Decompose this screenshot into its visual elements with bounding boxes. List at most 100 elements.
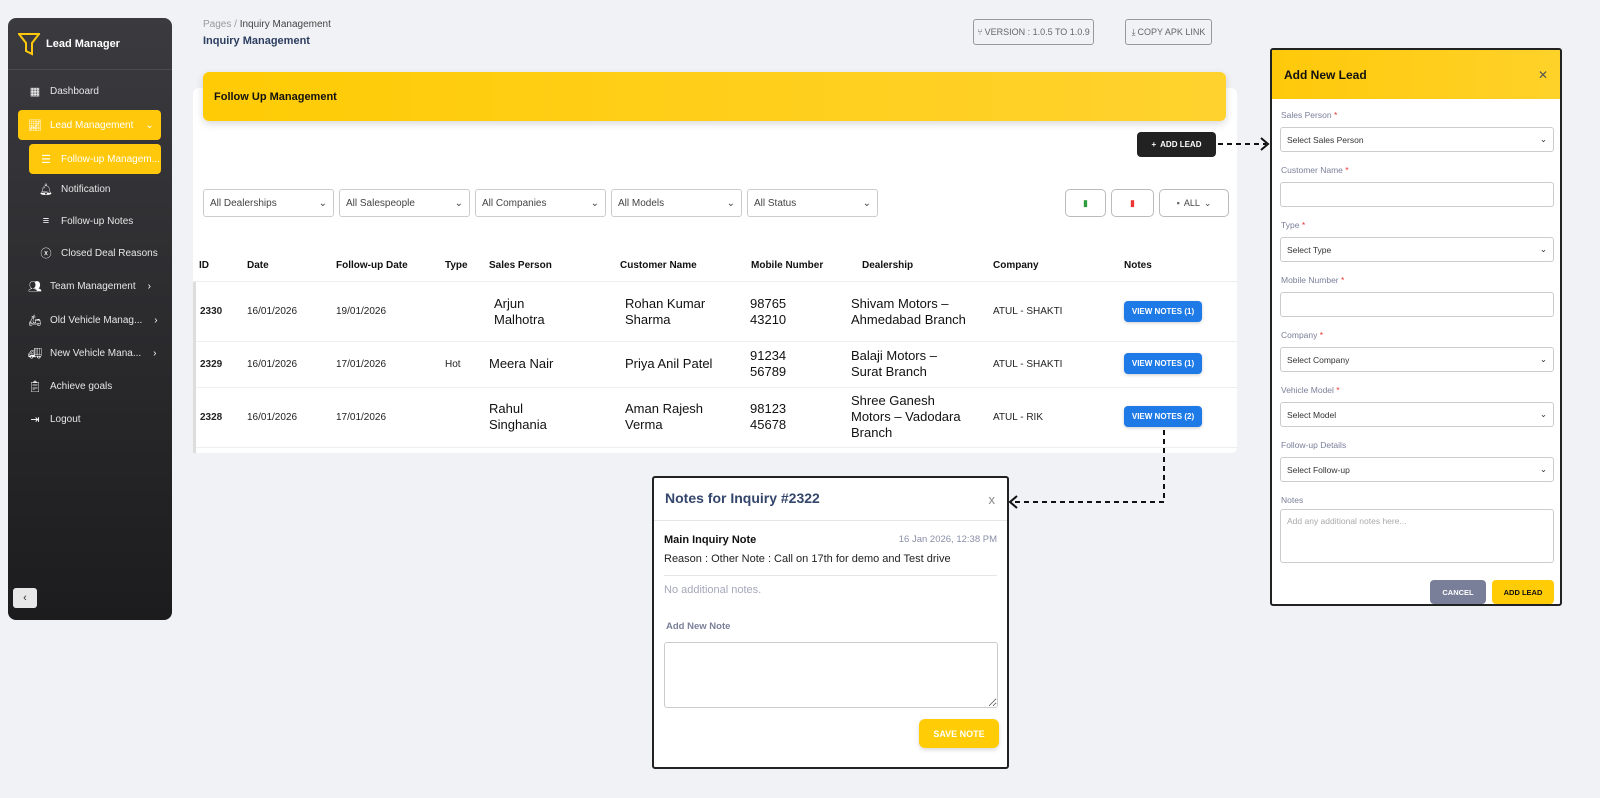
view-notes-button[interactable]: VIEW NOTES (2)	[1124, 406, 1202, 427]
sidebar: Lead Manager ▦ Dashboard 📈︎ Lead Managemen…	[8, 18, 172, 620]
chevron-down-icon: ⌄	[590, 197, 599, 209]
breadcrumb-root[interactable]: Pages	[203, 19, 232, 30]
empty-notes-text: No additional notes.	[664, 584, 762, 596]
export-pdf-button[interactable]: ▮	[1111, 189, 1154, 217]
new-note-textarea[interactable]	[664, 642, 998, 708]
filter-salespeople[interactable]: All Salespeople ⌄	[339, 189, 470, 217]
column-header-notes[interactable]: Notes	[1124, 260, 1152, 271]
sidebar-item-new-vehicle[interactable]: 🚚︎ New Vehicle Mana... ›	[18, 338, 161, 368]
list-icon: ☰	[41, 153, 51, 166]
cell-dealership: Shree Ganesh Motors – Vadodara Branch	[851, 393, 961, 440]
notes-placeholder: Add any additional notes here...	[1287, 516, 1407, 526]
field-value: Select Model	[1287, 409, 1337, 420]
field-label-text: Type	[1281, 220, 1300, 230]
field-label: Notes	[1281, 495, 1303, 505]
required-marker: *	[1336, 385, 1340, 395]
cell-dealership: Balaji Motors – Surat Branch	[851, 348, 937, 379]
logout-icon: ⇥	[30, 413, 40, 426]
column-header-type[interactable]: Type	[445, 260, 468, 271]
arrow-head	[1008, 495, 1018, 509]
sidebar-item-follow-up-management[interactable]: ☰ Follow-up Managem...	[29, 144, 161, 174]
column-header-follow-up-date[interactable]: Follow-up Date	[336, 260, 408, 271]
filter-value: All Dealerships	[210, 197, 277, 209]
sidebar-item-label: Lead Management	[50, 119, 134, 131]
filter-models[interactable]: All Models ⌄	[611, 189, 742, 217]
view-notes-button[interactable]: VIEW NOTES (1)	[1124, 300, 1202, 322]
filter-companies[interactable]: All Companies ⌄	[475, 189, 606, 217]
sidebar-item-label: Follow-up Notes	[61, 215, 134, 227]
cell-date: 16/01/2026	[247, 411, 298, 423]
column-header-dealership[interactable]: Dealership	[862, 260, 914, 271]
copy-apk-label: COPY APK LINK	[1137, 27, 1206, 37]
cancel-button[interactable]: CANCEL	[1430, 580, 1486, 604]
sidebar-item-follow-up-notes[interactable]: ≡ Follow-up Notes	[29, 206, 161, 236]
add-lead-button[interactable]: + ADD LEAD	[1137, 132, 1216, 157]
column-header-sales-person[interactable]: Sales Person	[489, 260, 552, 271]
column-header-customer-name[interactable]: Customer Name	[620, 260, 697, 271]
sidebar-item-old-vehicle[interactable]: 🛵︎ Old Vehicle Manag... ›	[18, 305, 161, 335]
breadcrumb-current: Inquiry Management	[239, 19, 331, 30]
lines-icon: ≡	[42, 215, 50, 227]
close-icon[interactable]: x	[988, 492, 996, 507]
cell-followup: 19/01/2026	[336, 306, 387, 317]
field-input[interactable]: Select Sales Person ⌄	[1280, 127, 1554, 152]
field-label-text: Customer Name	[1281, 165, 1343, 175]
filter-dealership[interactable]: All Dealerships ⌄	[203, 189, 334, 217]
notes-textarea[interactable]: Add any additional notes here...	[1280, 509, 1554, 563]
chevron-down-icon: ⌄	[862, 197, 871, 209]
cell-mobile: 98765 43210	[750, 295, 787, 327]
required-marker: *	[1341, 275, 1345, 285]
chevron-down-icon: ⌄	[318, 197, 327, 209]
cell-dealership: Shivam Motors – Ahmedabad Branch	[851, 295, 966, 327]
filter-value: All Companies	[482, 197, 547, 209]
save-note-button[interactable]: SAVE NOTE	[919, 719, 999, 748]
column-header-company[interactable]: Company	[993, 260, 1039, 271]
chevron-right-icon: ›	[147, 280, 151, 292]
vehicle-icon: 🚚︎	[28, 347, 42, 360]
field-input[interactable]: Select Model ⌄	[1280, 402, 1554, 427]
notes-modal-title: Notes for Inquiry #2322	[665, 490, 820, 506]
copy-apk-link-button[interactable]: ⤓ COPY APK LINK	[1125, 19, 1212, 45]
section-banner: Follow Up Management	[203, 72, 1226, 121]
sidebar-item-lead-management[interactable]: 📈︎ Lead Management ⌄	[18, 110, 161, 140]
field-label: Sales Person *	[1281, 110, 1337, 120]
field-input[interactable]: Select Company ⌄	[1280, 347, 1554, 372]
sidebar-item-achieve-goals[interactable]: 📋︎ Achieve goals	[18, 371, 161, 401]
date-range-select[interactable]: ▪ ALL ⌄	[1159, 189, 1229, 217]
column-header-id[interactable]: ID	[199, 260, 209, 271]
column-header-date[interactable]: Date	[247, 260, 269, 271]
chevron-down-icon: ⌄	[454, 197, 463, 209]
cell-mobile: 98123 45678	[750, 401, 787, 432]
field-input[interactable]: Select Follow-up ⌄	[1280, 457, 1554, 482]
add-lead-modal-header: Add New Lead ✕	[1272, 50, 1560, 99]
sidebar-item-dashboard[interactable]: ▦ Dashboard	[18, 76, 161, 106]
chevron-right-icon: ›	[154, 314, 158, 326]
field-value: Select Sales Person	[1287, 134, 1364, 145]
sidebar-item-notification[interactable]: 🔔︎ Notification	[29, 174, 161, 204]
sidebar-item-team-management[interactable]: 👥︎ Team Management ›	[18, 271, 161, 301]
sidebar-item-closed-deal-reasons[interactable]: ⓧ Closed Deal Reasons	[29, 238, 161, 268]
field-label-text: Notes	[1281, 495, 1304, 505]
column-header-mobile[interactable]: Mobile Number	[751, 260, 824, 271]
brand[interactable]: Lead Manager	[18, 32, 120, 56]
filter-value: All Salespeople	[346, 197, 415, 209]
cell-date: 16/01/2026	[247, 358, 298, 370]
cell-sales: Arjun Malhotra	[494, 295, 545, 327]
field-input[interactable]	[1280, 182, 1554, 207]
field-input[interactable]	[1280, 292, 1554, 317]
field-label: Type *	[1281, 220, 1305, 230]
sidebar-item-logout[interactable]: ⇥ Logout	[18, 404, 161, 434]
view-notes-button[interactable]: VIEW NOTES (1)	[1124, 353, 1202, 374]
close-icon[interactable]: ✕	[1537, 67, 1548, 82]
chevron-down-icon: ⌄	[1539, 409, 1547, 419]
sidebar-item-label: New Vehicle Mana...	[50, 347, 142, 359]
submit-add-lead-button[interactable]: ADD LEAD	[1492, 580, 1554, 604]
export-excel-button[interactable]: ▮	[1065, 189, 1106, 217]
filter-status[interactable]: All Status ⌄	[747, 189, 878, 217]
sidebar-item-label: Notification	[61, 183, 111, 195]
field-input[interactable]: Select Type ⌄	[1280, 237, 1554, 262]
collapse-sidebar-button[interactable]: ‹	[13, 588, 37, 608]
cell-id: 2330	[200, 306, 223, 317]
sidebar-item-label: Team Management	[50, 280, 136, 292]
version-button[interactable]: ⑂ VERSION : 1.0.5 TO 1.0.9	[973, 19, 1094, 45]
